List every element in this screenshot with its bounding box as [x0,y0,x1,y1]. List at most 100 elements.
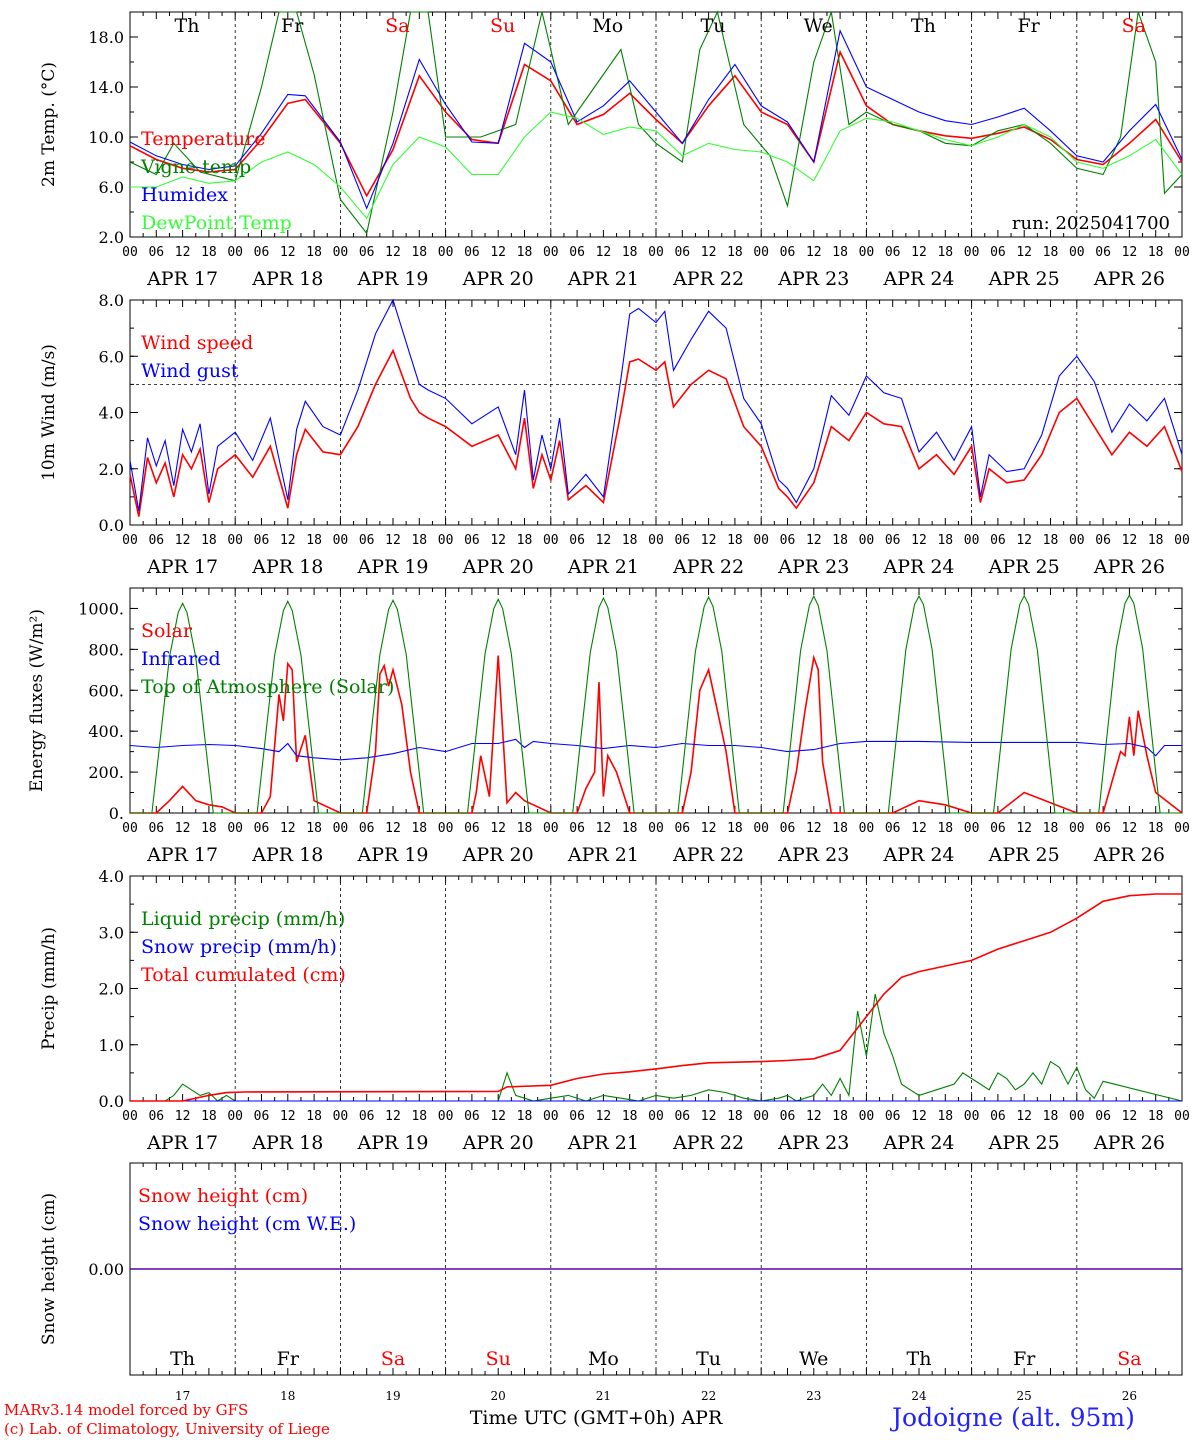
hour-label: 06 [464,245,480,260]
hour-label: 18 [622,1109,638,1124]
hour-label: 18 [937,533,953,548]
day-label: Sa [385,15,409,37]
hour-label: 00 [543,1109,559,1124]
y-tick-label: 800. [88,640,124,659]
date-label: APR 24 [882,268,954,290]
day-number: 24 [911,1389,927,1403]
day-label: Sa [1117,1348,1141,1370]
y-tick-label: 1.0 [99,1036,124,1055]
hour-label: 00 [227,1109,243,1124]
day-label: Th [170,1348,195,1370]
hour-label: 00 [753,245,769,260]
hour-label: 12 [490,821,506,836]
hour-label: 06 [780,1109,796,1124]
hour-label: 00 [438,245,454,260]
hour-label: 00 [859,1109,875,1124]
day-label: Sa [1122,15,1146,37]
legend-entry: Snow height (cm) [138,1185,308,1207]
hour-label: 18 [201,821,217,836]
day-label: Th [175,15,200,37]
date-label: APR 23 [777,556,849,578]
day-label: Th [911,15,936,37]
day-label: Fr [1017,15,1040,37]
series-group [129,594,1183,814]
model-credit-line1: MARv3.14 model forced by GFS [4,1401,249,1419]
hour-label: 06 [254,245,270,260]
date-label: APR 20 [462,268,534,290]
day-label: Mo [592,15,623,37]
hour-label: 00 [1069,533,1085,548]
hour-label: 18 [306,1109,322,1124]
day-label: Fr [277,1348,300,1370]
hour-label: 12 [596,1109,612,1124]
hour-label: 00 [1174,533,1190,548]
hour-label: 06 [674,533,690,548]
series-group [130,893,1183,1102]
legend-entry: Humidex [141,184,228,206]
hour-label: 12 [385,1109,401,1124]
hour-label: 06 [1095,245,1111,260]
series-humidex [129,29,1183,210]
y-axis-label: Precip (mm/h) [39,927,59,1050]
hour-label: 00 [438,1109,454,1124]
hour-label: 06 [780,533,796,548]
hour-label: 12 [175,1109,191,1124]
y-tick-label: 6.0 [99,347,124,366]
hour-label: 18 [306,533,322,548]
hour-label: 06 [359,533,375,548]
legend-entry: Liquid precip (mm/h) [141,908,345,930]
hour-label: 12 [1122,245,1138,260]
hour-label: 12 [490,245,506,260]
day-label: Th [907,1348,932,1370]
hour-label: 12 [806,533,822,548]
series-wind-speed [129,348,1183,517]
date-label: APR 22 [672,1132,744,1154]
hour-label: 00 [333,1109,349,1124]
model-credit-line2: (c) Lab. of Climatology, University of L… [4,1420,330,1438]
series-dewpoint-temp [130,111,1183,220]
panel-temp: 2.0 6.0 10.0 14.0 18.0 2m Temp. (°C) Temperatu… [39,10,1190,290]
hour-label: 00 [438,821,454,836]
hour-label: 06 [148,1109,164,1124]
day-number: 23 [806,1389,821,1403]
hour-label: 12 [701,533,717,548]
hour-label: 18 [622,533,638,548]
hour-label: 06 [885,821,901,836]
hour-label: 06 [359,821,375,836]
hour-label: 06 [464,1109,480,1124]
legend-entry: Top of Atmosphere (Solar) [141,676,394,698]
hour-label: 18 [517,245,533,260]
hour-label: 12 [280,533,296,548]
series-group [129,10,1183,235]
hour-label: 06 [780,821,796,836]
hour-label: 12 [806,1109,822,1124]
hour-label: 06 [148,821,164,836]
hour-label: 18 [727,821,743,836]
day-number: 20 [491,1389,506,1403]
day-label: Tu [696,1348,721,1370]
hour-label: 06 [885,533,901,548]
y-tick-label: 2.0 [99,228,124,247]
hour-label: 00 [1174,821,1190,836]
date-label: APR 26 [1093,268,1165,290]
hour-label: 12 [385,533,401,548]
hour-label: 12 [596,245,612,260]
hour-label: 18 [1043,533,1059,548]
series-wind-gust [129,298,1183,511]
hour-label: 18 [727,533,743,548]
hour-label: 06 [990,245,1006,260]
day-label: Su [490,15,515,37]
y-tick-label: 2.0 [99,460,124,479]
hour-label: 12 [596,821,612,836]
hour-label: 18 [727,245,743,260]
hour-label: 06 [1095,533,1111,548]
hour-label: 00 [648,1109,664,1124]
hour-label: 18 [306,245,322,260]
date-label: APR 21 [567,1132,639,1154]
hour-label: 18 [1148,245,1164,260]
hour-label: 00 [964,533,980,548]
series-temperature [129,49,1183,198]
hour-label: 00 [122,1109,138,1124]
date-label: APR 17 [146,556,218,578]
